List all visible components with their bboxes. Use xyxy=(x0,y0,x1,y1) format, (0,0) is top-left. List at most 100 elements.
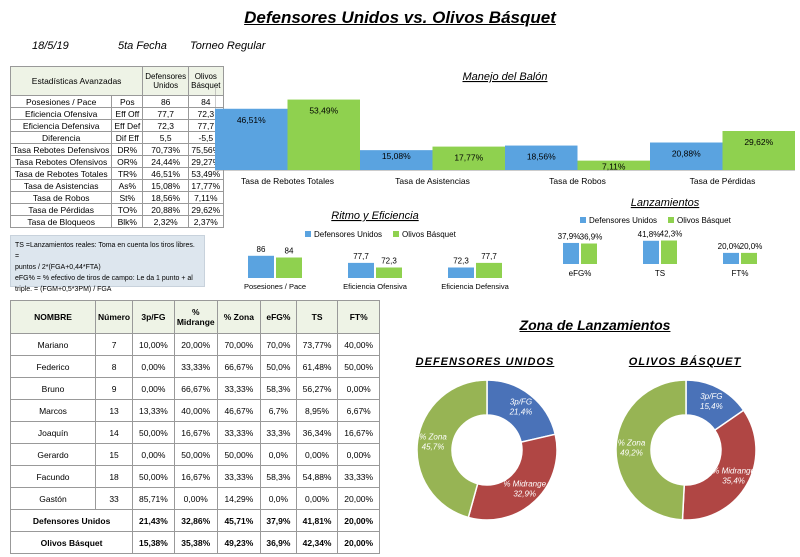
players-header-ts: TS xyxy=(295,300,339,334)
team-total-row: Defensores Unidos 21,43% 32,86% 45,71% 37,9%… xyxy=(9,509,380,532)
slice-value-label: 35,4% xyxy=(722,477,745,486)
player-stats-table: NOMBRE Número 3p/FG % Midrange % Zona eF… xyxy=(9,300,380,554)
bar-defensores xyxy=(248,255,274,278)
legend-swatch-defensores xyxy=(305,231,311,237)
bar-defensores xyxy=(505,145,578,170)
player-ts: 0,00% xyxy=(295,443,339,466)
team-stat: 20,00% xyxy=(337,509,380,532)
data-label: 72,3 xyxy=(381,256,397,265)
bar-olivos xyxy=(276,257,302,278)
players-header-ft: FT% xyxy=(337,300,380,334)
data-label: 86 xyxy=(257,245,266,254)
chart-title: Lanzamientos xyxy=(631,197,700,209)
stat-defensores: 2,32% xyxy=(142,215,190,228)
stat-abbr: OR% xyxy=(111,155,144,168)
players-header-efg: eFG% xyxy=(260,300,297,334)
bar-defensores xyxy=(215,108,288,170)
team-stat: 20,00% xyxy=(337,531,380,554)
bar-olivos xyxy=(581,243,597,264)
team-stat: 37,9% xyxy=(260,509,297,532)
player-efg: 33,3% xyxy=(260,421,297,444)
player-number: 13 xyxy=(94,399,134,422)
stat-name: Tasa de Asistencias xyxy=(9,179,113,192)
player-name: Bruno xyxy=(10,377,96,400)
player-midrange: 0,00% xyxy=(173,487,218,510)
advanced-stats-row: Tasa de Bloqueos Blk% 2,32% 2,37% xyxy=(9,215,224,228)
x-tick-label: Tasa de Robos xyxy=(549,176,606,186)
player-zona: 14,29% xyxy=(216,487,262,510)
tournament-name: Torneo Regular xyxy=(190,40,266,52)
player-3p: 50,00% xyxy=(132,465,175,488)
player-ts: 73,77% xyxy=(295,333,339,356)
player-efg: 50,0% xyxy=(260,355,297,378)
donut-slice xyxy=(681,409,757,521)
table-row: Gerardo 15 0,00% 50,00% 50,00% 0,0% 0,00% 0,00% xyxy=(10,443,380,466)
player-name: Facundo xyxy=(10,465,96,488)
player-ts: 36,34% xyxy=(295,421,339,444)
player-number: 7 xyxy=(94,333,134,356)
note-line: triple. = (FGM+0,5*3PM) / FGA xyxy=(15,286,112,293)
stat-abbr: Dif Eff xyxy=(111,131,144,144)
team-stat: 45,71% xyxy=(216,509,262,532)
note-line: eFG% = % efectivo de tiros de campo: Le … xyxy=(15,275,193,282)
bar-olivos xyxy=(741,252,757,264)
slice-value-label: 32,9% xyxy=(513,489,536,498)
team-total-row: Olivos Básquet 15,38% 35,38% 49,23% 36,9% 42,… xyxy=(9,531,380,554)
stat-name: Eficiencia Defensiva xyxy=(9,119,113,132)
player-efg: 58,3% xyxy=(260,465,297,488)
slice-category-label: % Zona xyxy=(618,439,646,448)
players-header-3p: 3p/FG xyxy=(132,300,175,334)
stat-name: Diferencia xyxy=(9,131,113,144)
donut-slice xyxy=(416,379,488,519)
x-tick-label: Tasa de Rebotes Totales xyxy=(241,176,334,186)
x-tick-label: TS xyxy=(655,269,665,278)
data-label: 46,51% xyxy=(237,115,266,125)
stat-abbr: St% xyxy=(111,191,144,204)
player-ft: 40,00% xyxy=(337,333,380,356)
stat-defensores: 46,51% xyxy=(142,167,190,180)
player-3p: 0,00% xyxy=(132,377,175,400)
donut-slice xyxy=(467,433,558,521)
player-zona: 33,33% xyxy=(216,377,262,400)
player-ft: 0,00% xyxy=(337,443,380,466)
table-row: Marcos 13 13,33% 40,00% 46,67% 6,7% 8,95% 6,67% xyxy=(10,399,380,422)
legend-swatch-olivos xyxy=(393,231,399,237)
bar-olivos xyxy=(376,267,402,278)
legend-label: Defensores Unidos xyxy=(314,230,382,239)
data-label: 20,0% xyxy=(718,242,741,251)
bar-olivos xyxy=(432,146,505,170)
data-label: 37,9% xyxy=(558,232,581,241)
table-row: Facundo 18 50,00% 16,67% 33,33% 58,3% 54,88% 33… xyxy=(10,465,380,488)
bar-olivos xyxy=(476,262,502,278)
team-stat: 42,34% xyxy=(295,531,339,554)
stat-defensores: 24,44% xyxy=(142,155,190,168)
player-name: Mariano xyxy=(10,333,96,356)
stat-name: Eficiencia Ofensiva xyxy=(9,107,113,120)
game-round: 5ta Fecha xyxy=(118,40,167,52)
stat-name: Tasa Rebotes Ofensivos xyxy=(9,155,113,168)
players-header-midrange: % Midrange xyxy=(173,300,218,334)
game-date: 18/5/19 xyxy=(32,40,69,52)
advanced-header-title: Estadísticas Avanzadas xyxy=(9,66,144,96)
bar-defensores xyxy=(723,252,739,264)
stat-defensores: 72,3 xyxy=(142,119,190,132)
slice-value-label: 45,7% xyxy=(422,443,445,452)
player-zona: 50,00% xyxy=(216,443,262,466)
advanced-stats-row: Tasa de Robos St% 18,56% 7,11% xyxy=(9,191,224,204)
data-label: 20,0% xyxy=(740,242,763,251)
manejo-del-balon-chart: Manejo del Balón 46,51% 53,49% Tasa de Rebo… xyxy=(215,71,795,186)
data-label: 15,08% xyxy=(382,151,411,161)
player-number: 33 xyxy=(94,487,134,510)
advanced-stats-table: Estadísticas Avanzadas Defensores Unidos… xyxy=(9,66,224,228)
stat-abbr: As% xyxy=(111,179,144,192)
player-midrange: 16,67% xyxy=(173,465,218,488)
team-stat: 15,38% xyxy=(132,531,175,554)
data-label: 53,49% xyxy=(309,106,338,116)
player-zona: 70,00% xyxy=(216,333,262,356)
player-midrange: 16,67% xyxy=(173,421,218,444)
donut-slice xyxy=(615,379,687,521)
x-tick-label: Tasa de Pérdidas xyxy=(690,176,756,186)
note-line: TS =Lanzamientos reales: Toma en cuenta … xyxy=(15,242,195,260)
slice-value-label: 21,4% xyxy=(509,407,533,416)
